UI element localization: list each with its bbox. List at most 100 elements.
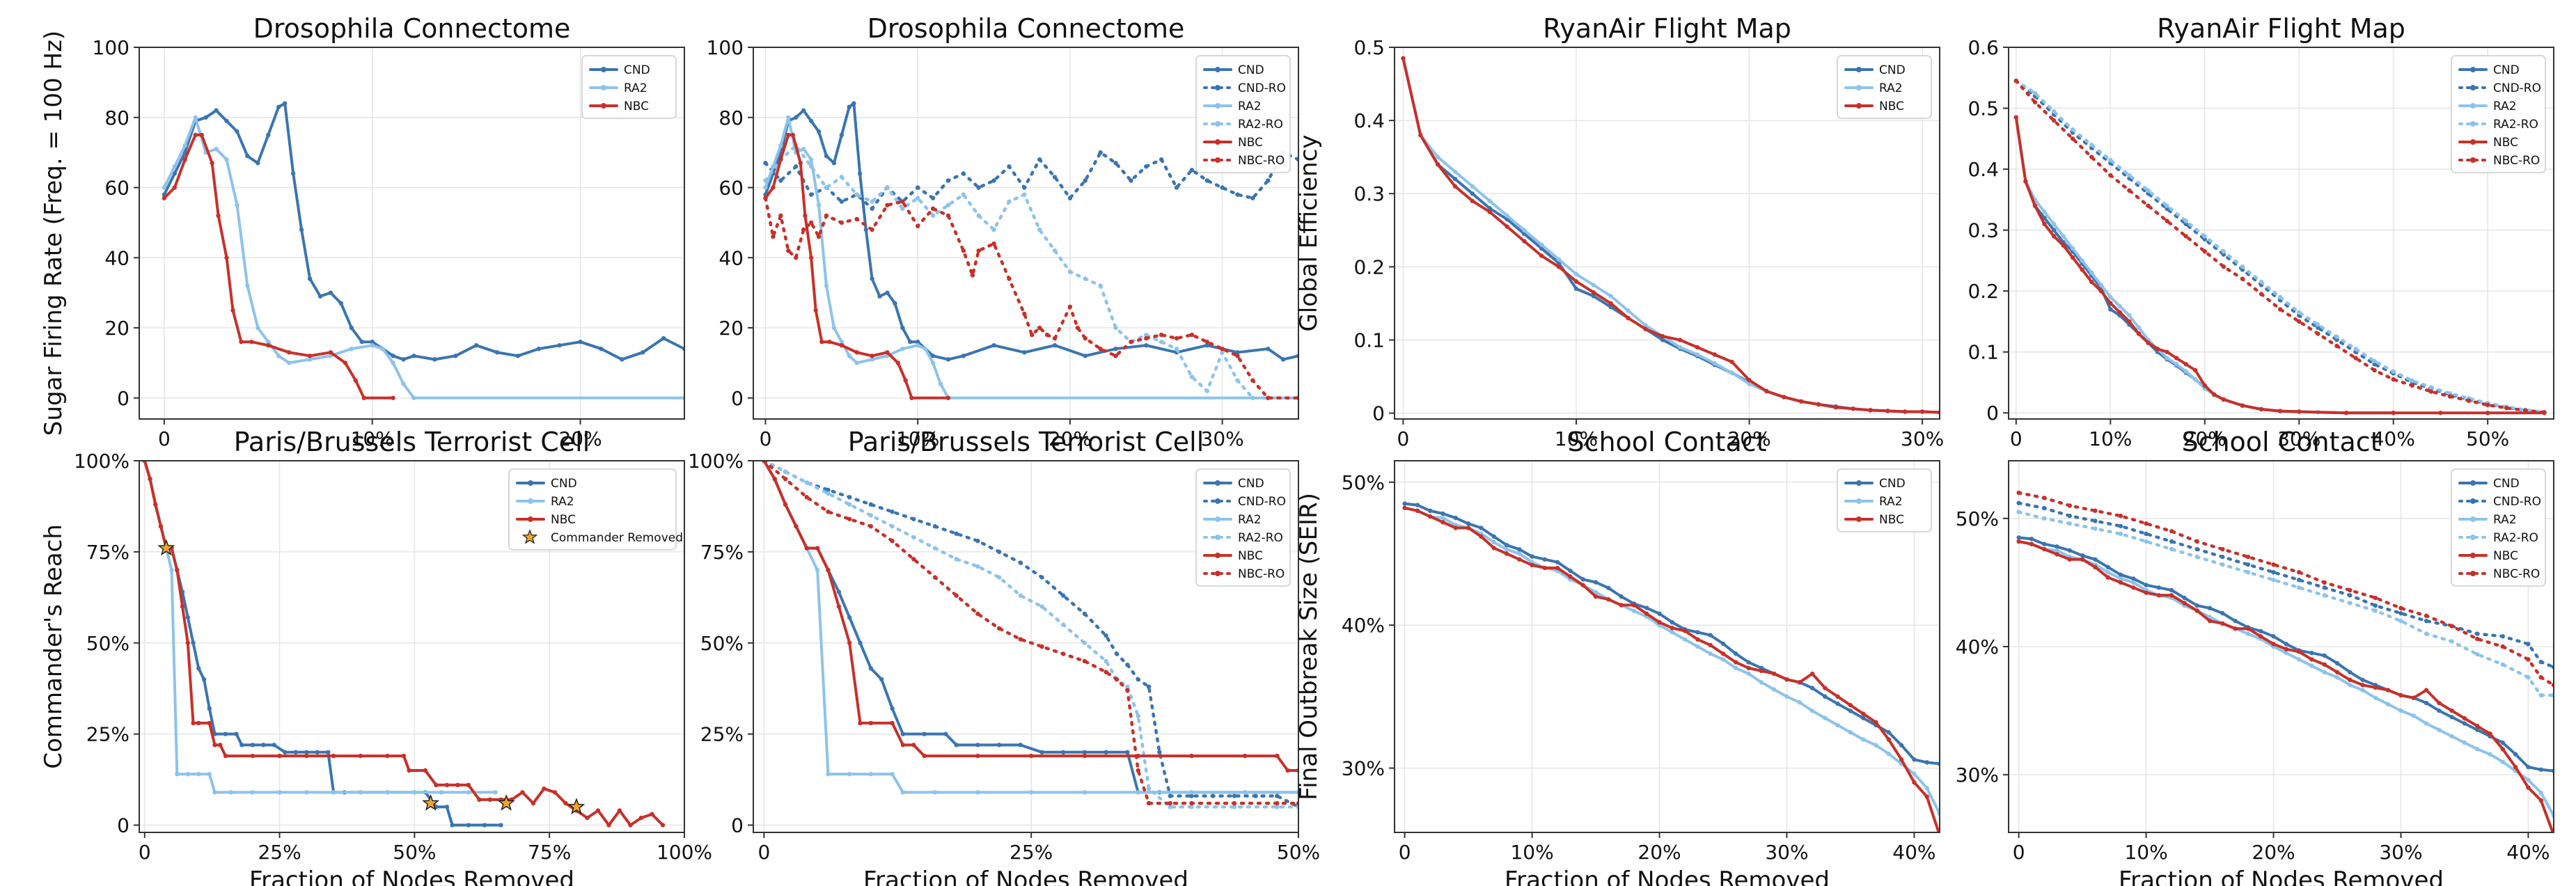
data-point-cnd-ro — [2348, 593, 2353, 598]
x-tick-label: 20% — [2252, 841, 2295, 864]
data-point-ra2 — [1695, 644, 1700, 649]
data-point-nbc — [2259, 634, 2263, 639]
data-point-ra2 — [975, 790, 980, 795]
y-tick-label: 25% — [700, 723, 744, 746]
data-point-nbc-ro — [1189, 800, 1194, 806]
data-point-cnd — [824, 153, 829, 159]
data-point-nbc — [2373, 685, 2378, 690]
data-point-nbc — [2182, 601, 2187, 606]
data-point-ra2 — [245, 283, 250, 288]
y-tick-label: 100% — [74, 450, 129, 473]
data-point-nbc — [1919, 409, 1925, 414]
data-point-cnd — [482, 823, 487, 828]
data-point-cnd-ro — [916, 185, 920, 190]
data-point-ra2 — [2348, 683, 2353, 688]
data-point-nbc — [423, 768, 428, 773]
data-point-nbc-ro — [1235, 354, 1240, 358]
data-point-nbc — [1401, 56, 1406, 61]
data-point-cnd-ro — [1018, 560, 1023, 565]
data-point-cnd — [473, 343, 479, 348]
data-point-cnd — [223, 731, 228, 736]
data-point-cnd — [1466, 521, 1471, 526]
data-point-nbc — [1428, 514, 1433, 519]
data-point-nbc — [1657, 619, 1662, 625]
data-point-ra2 — [2500, 759, 2506, 764]
data-point-nbc — [182, 157, 187, 162]
data-point-nbc-ro — [885, 203, 890, 207]
data-point-cnd — [870, 276, 874, 281]
data-point-cnd — [2182, 595, 2187, 601]
data-point-cnd — [536, 347, 542, 351]
data-point-cnd — [444, 805, 450, 809]
data-point-ra2 — [2424, 721, 2429, 726]
data-point-ra2 — [2207, 615, 2213, 619]
legend-label: RA2 — [2493, 513, 2517, 527]
data-point-ra2 — [1677, 345, 1683, 350]
data-point-nbc-ro — [2424, 613, 2429, 619]
data-point-nbc — [1885, 409, 1890, 413]
data-point-cnd — [266, 132, 271, 138]
data-point-nbc — [2105, 575, 2110, 580]
data-point-cnd — [1912, 757, 1917, 762]
data-point-nbc-ro — [2127, 188, 2132, 193]
data-point-nbc — [847, 640, 852, 645]
data-point-nbc-ro — [1125, 688, 1130, 693]
data-point-nbc-ro — [2042, 496, 2047, 500]
data-point-cnd-ro — [2202, 237, 2207, 242]
data-point-nbc — [1899, 757, 1904, 762]
x-tick-label: 30% — [1201, 427, 1244, 450]
data-point-cnd-ro — [808, 192, 814, 197]
data-point-nbc — [2118, 580, 2123, 585]
data-point-nbc-ro — [2348, 587, 2353, 593]
series-group — [762, 461, 1298, 809]
y-tick-label: 0 — [117, 814, 129, 837]
data-point-cnd — [943, 731, 948, 736]
y-tick-label: 0.1 — [1968, 341, 1999, 364]
data-point-cnd — [1823, 694, 1828, 699]
data-point-nbc-ro — [1113, 354, 1118, 358]
data-point-nbc-ro — [2169, 529, 2174, 534]
x-tick-label: 0 — [139, 841, 151, 864]
data-point-ra2 — [2538, 790, 2543, 796]
data-point-cnd — [515, 354, 521, 358]
data-point-ra2-ro — [1022, 192, 1027, 197]
data-point-ra2-ro — [2424, 631, 2429, 636]
data-point-ra2 — [1243, 790, 1248, 795]
data-point-nbc-ro — [801, 227, 806, 232]
data-point-ra2 — [2105, 570, 2110, 575]
legend-label: CND — [551, 477, 577, 491]
data-point-ra2-ro — [2183, 219, 2188, 223]
series-line-nbc — [762, 461, 1298, 772]
data-point-ra2-ro — [976, 213, 981, 219]
data-point-nbc — [783, 502, 788, 507]
data-point-cnd-ro — [2042, 505, 2047, 511]
data-point-ra2 — [1708, 651, 1713, 656]
data-point-nbc-ro — [2070, 136, 2075, 141]
legend-marker — [2470, 535, 2476, 540]
data-point-ra2-ro — [2500, 662, 2506, 667]
data-point-ra2-ro — [1159, 339, 1164, 345]
data-point-nbc-ro — [2466, 398, 2472, 403]
data-point-nbc — [2259, 406, 2264, 412]
data-point-cnd-ro — [1220, 185, 1225, 190]
data-point-nbc — [1798, 399, 1804, 404]
data-point-cnd — [1555, 560, 1560, 565]
data-point-ra2-ro — [2391, 369, 2396, 374]
data-point-nbc — [277, 753, 282, 759]
data-point-nbc — [2174, 356, 2179, 361]
data-point-cnd — [1573, 286, 1579, 292]
data-point-cnd — [2538, 767, 2543, 772]
data-point-nbc — [1418, 132, 1423, 138]
data-point-nbc — [218, 743, 223, 747]
legend-marker — [2470, 67, 2476, 72]
chart-panel-8: 0 10% 20% 30% 40% 30% 40% 50% School Contact Frac… — [1956, 427, 2554, 886]
data-point-nbc-ro — [1037, 325, 1042, 331]
data-point-nbc — [2475, 723, 2480, 729]
data-point-ra2-ro — [2016, 509, 2021, 514]
data-point-nbc-ro — [1104, 670, 1108, 674]
data-point-nbc-ro — [808, 220, 814, 226]
data-point-cnd — [234, 731, 239, 736]
data-point-ra2 — [1517, 551, 1522, 556]
legend-label: NBC — [1238, 549, 1263, 563]
data-point-cnd — [1924, 760, 1929, 765]
